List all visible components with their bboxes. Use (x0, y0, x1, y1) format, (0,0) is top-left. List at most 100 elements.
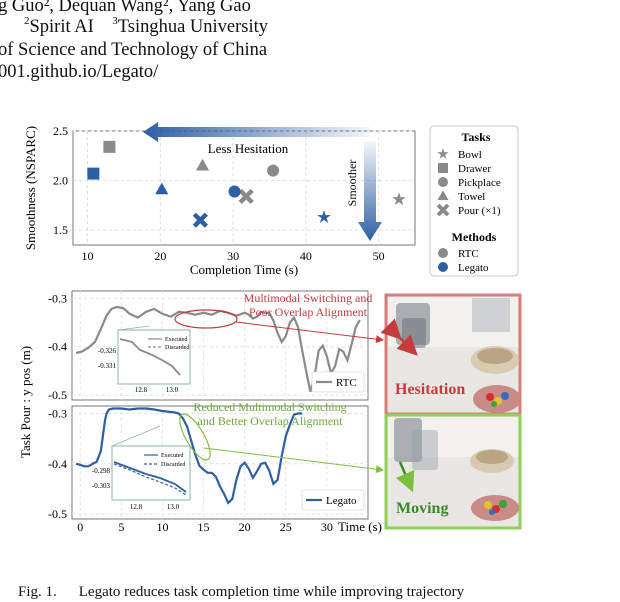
legato-legend-label: Legato (326, 495, 357, 507)
rtc-inset: -0.326 -0.331 12.8 13.0 Executed Discard… (98, 325, 191, 394)
legato-inset: -0.298 -0.303 12.8 13.0 Executed Discard… (92, 425, 191, 511)
timeseries-x-axis-label: Time (s) (338, 519, 382, 534)
rtc-legend (311, 371, 365, 393)
smoother-label: Smoother (345, 160, 359, 207)
scatter-xtick-label-2: 30 (227, 249, 239, 263)
legend-task-label-2: Pickplace (458, 177, 501, 189)
scatter-ytick-label-0: 1.5 (53, 223, 68, 237)
scatter-xtick-label-1: 20 (154, 249, 166, 263)
hesitation-label: Hesitation (395, 381, 465, 398)
scatter-point-legato-square (87, 167, 100, 180)
header-url-line: 001.github.io/Legato/ (0, 62, 159, 82)
legato-annotation-line2: and Better Overlap Alignment (198, 414, 344, 428)
legato-inset-ytick-2: -0.303 (92, 482, 111, 490)
header-university-line: of Science and Technology of China (0, 40, 268, 60)
scatter-xtick-label-3: 40 (300, 249, 312, 263)
legend-task-label-1: Drawer (458, 163, 491, 175)
moving-arrow (395, 461, 415, 493)
moving-label: Moving (396, 500, 448, 517)
hesitation-arrow (380, 318, 418, 356)
scatter-point-legato-cross (192, 212, 208, 228)
rtc-legend-label: RTC (336, 377, 357, 389)
legend-task-swatch-square (438, 163, 448, 173)
rtc-annotation-line1: Multimodal Switching and (244, 291, 373, 305)
timeseries-chart: -0.3 -0.4 -0.5 -0.3 -0.4 -0.5 0 5 10 15 20 25 30 Tas… (18, 290, 384, 534)
timeseries-xtick-label-3: 15 (198, 520, 210, 534)
legend-rtc-label: RTC (458, 248, 479, 260)
rtc-inset-xtick-2: 13.0 (166, 386, 179, 394)
scatter-point-rtc-triangle (195, 158, 210, 171)
figure-caption: Fig. 1. Legato reduces task completion ti… (18, 584, 464, 601)
rtc-inset-legend-executed: Executed (165, 337, 187, 343)
legato-inset-xtick-2: 13.0 (167, 503, 180, 511)
scatter-points (87, 140, 406, 228)
rtc-to-photo-arrow (235, 321, 384, 344)
rtc-ytick-label-0: -0.3 (48, 291, 67, 305)
legend-task-swatch-triangle (437, 190, 449, 200)
legend-tasks-title: Tasks (462, 130, 491, 144)
legato-trajectory-line (75, 407, 303, 505)
legend-task-swatch-cross (436, 203, 450, 217)
scatter-ytick-label-2: 2.5 (53, 124, 68, 138)
caption-text: Legato reduces task completion time whil… (78, 584, 465, 600)
legato-to-photo-arrow (203, 447, 384, 474)
legato-highlight-ellipse (179, 413, 211, 461)
timeseries-xtick-label-2: 10 (156, 520, 168, 534)
rtc-trajectory-line (75, 305, 361, 393)
timeseries-xtick-label-6: 30 (321, 520, 333, 534)
legato-inset-legend-executed: Executed (161, 453, 183, 459)
legend-task-swatch-circle (438, 177, 448, 187)
scatter-point-rtc-cross (238, 188, 254, 205)
legend-tasks: Bowl Drawer Pickplace Towel Pour (×1) (436, 148, 501, 217)
timeseries-ticks: -0.3 -0.4 -0.5 -0.3 -0.4 -0.5 0 5 10 15 20 25 30 (48, 291, 333, 534)
scatter-point-legato-circle (228, 185, 241, 198)
rtc-inset-legend-discarded: Discarded (165, 345, 189, 351)
scatter-ticks: 10 20 30 40 50 1.5 2.0 2.5 (53, 124, 385, 263)
legato-ytick-label-2: -0.5 (48, 507, 67, 521)
scatter-point-rtc-square (103, 140, 116, 153)
header-affiliation-line: 2Spirit AI 3Tsinghua University (24, 15, 269, 37)
header-author-line: g Guo², Dequan Wang², Yang Gao (0, 0, 251, 16)
scatter-xtick-label-0: 10 (82, 249, 94, 263)
rtc-inset-ytick-2: -0.331 (98, 362, 117, 370)
rtc-panel-frame (71, 290, 369, 401)
scatter-y-axis-label: Smoothness (NSPARC) (23, 126, 38, 250)
scatter-x-axis-label: Completion Time (s) (190, 262, 298, 277)
timeseries-xtick-label-1: 5 (118, 520, 124, 534)
scatter-point-legato-triangle (155, 182, 169, 195)
timeseries-xtick-label-0: 0 (77, 520, 83, 534)
rtc-annotation-line2: Poor Overlap Alignment (249, 305, 368, 319)
legato-ytick-label-0: -0.3 (48, 407, 67, 421)
caption-label: Fig. 1. (18, 584, 57, 600)
scatter-chart: 10 20 30 40 50 1.5 2.0 2.5 Less Hesitation Smoo… (23, 122, 519, 277)
legend-legato-swatch (438, 262, 448, 272)
rtc-highlight-ellipse (174, 309, 238, 329)
rtc-inset-ytick-1: -0.326 (98, 347, 117, 355)
timeseries-xtick-label-5: 25 (280, 520, 292, 534)
rtc-inset-xtick-1: 12.8 (135, 386, 148, 394)
scatter-point-rtc-star (392, 192, 406, 206)
legend-rtc-swatch (438, 248, 448, 258)
rtc-ytick-label-2: -0.5 (48, 388, 67, 402)
legato-inset-xtick-1: 12.8 (130, 503, 143, 511)
photo-moving: Moving (384, 413, 522, 530)
legend-methods-title: Methods (452, 230, 497, 244)
less-hesitation-label: Less Hesitation (208, 141, 289, 156)
timeseries-xtick-label-4: 20 (239, 520, 251, 534)
legato-ytick-label-1: -0.4 (48, 457, 67, 471)
scatter-point-legato-star (317, 210, 331, 224)
legato-annotation-line1: Reduced Multimodal Switching (193, 400, 346, 414)
legend-task-label-4: Pour (×1) (458, 205, 501, 217)
legato-panel-frame (71, 405, 369, 520)
legato-inset-ytick-1: -0.298 (92, 467, 111, 475)
smoother-arrow (358, 141, 382, 241)
photo-hesitation: Hesitation (380, 293, 522, 416)
legend-task-label-3: Towel (458, 191, 485, 203)
rtc-ytick-label-1: -0.4 (48, 340, 67, 354)
legato-inset-legend-discarded: Discarded (161, 462, 185, 468)
timeseries-y-axis-label: Task Pour : y pos (m) (18, 346, 33, 458)
scatter-ytick-label-1: 2.0 (53, 174, 68, 188)
legend-task-label-0: Bowl (458, 149, 482, 161)
